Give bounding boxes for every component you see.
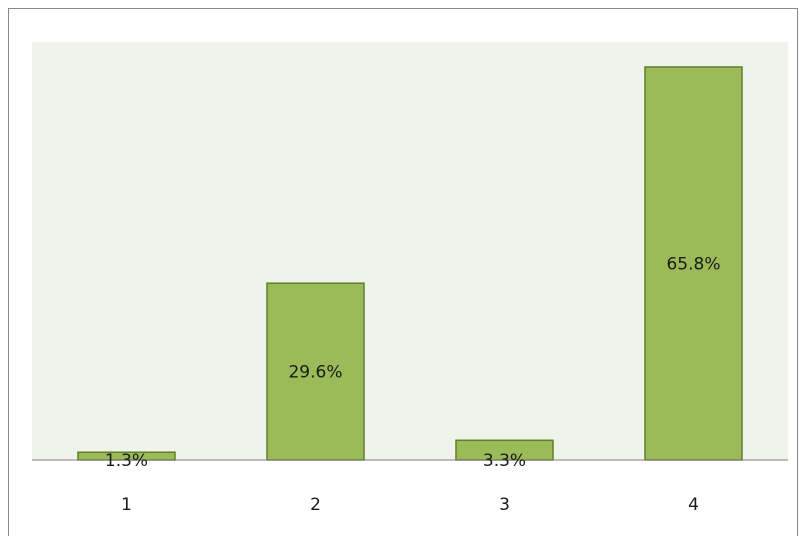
data-label-4: 65.8%	[666, 255, 720, 275]
bars-layer	[77, 66, 743, 461]
bar-4	[644, 66, 743, 461]
labels-layer: 1.3% 29.6% 3.3% 65.8%	[105, 255, 721, 472]
x-tick-label-1: 1	[121, 495, 132, 515]
x-tick-label-2: 2	[310, 495, 321, 515]
bar-2	[266, 282, 365, 461]
x-tick-label-4: 4	[688, 495, 699, 515]
x-tick-label-3: 3	[499, 495, 510, 515]
ticks-layer: 1 2 3 4	[121, 495, 699, 515]
data-label-2: 29.6%	[288, 363, 342, 383]
data-label-1: 1.3%	[105, 451, 148, 471]
data-label-3: 3.3%	[483, 451, 526, 471]
